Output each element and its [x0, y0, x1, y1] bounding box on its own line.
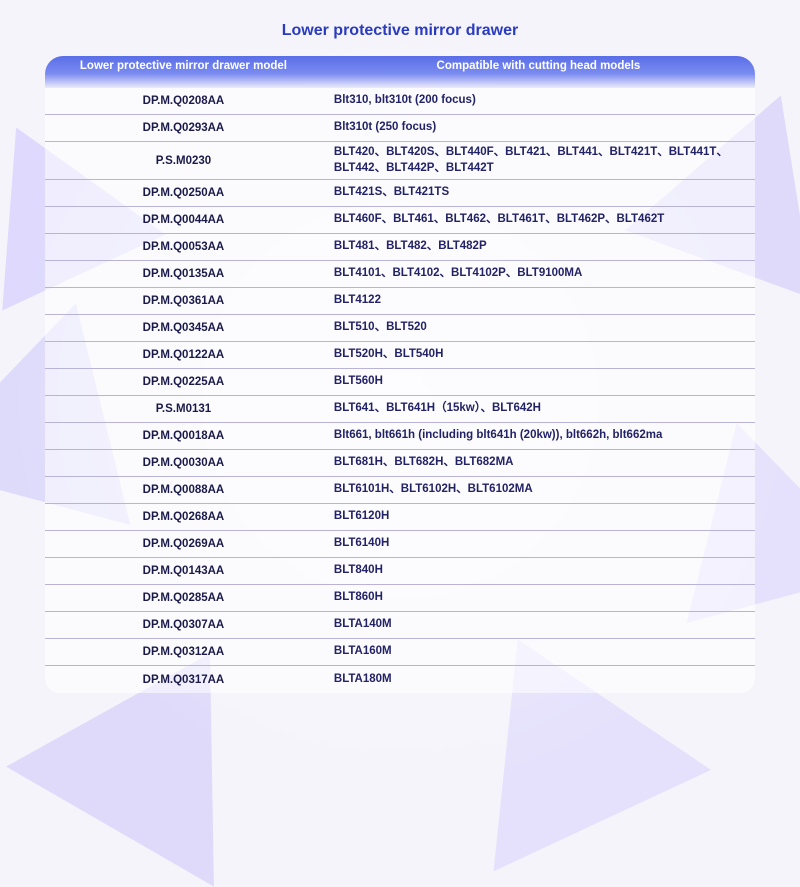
table-row: DP.M.Q0030AABLT681H、BLT682H、BLT682MA	[45, 450, 755, 477]
cell-model: P.S.M0230	[45, 155, 322, 167]
cell-compat: BLT560H	[322, 374, 755, 390]
table-row: DP.M.Q0088AABLT6101H、BLT6102H、BLT6102MA	[45, 477, 755, 504]
cell-model: DP.M.Q0345AA	[45, 322, 322, 334]
cell-model: DP.M.Q0044AA	[45, 214, 322, 226]
table-row: DP.M.Q0268AABLT6120H	[45, 504, 755, 531]
compatibility-table: Lower protective mirror drawer model Com…	[45, 56, 755, 693]
cell-compat: BLT420、BLT420S、BLT440F、BLT421、BLT441、BLT…	[322, 145, 755, 176]
cell-compat: BLT860H	[322, 590, 755, 606]
cell-model: DP.M.Q0208AA	[45, 95, 322, 107]
table-row: DP.M.Q0135AABLT4101、BLT4102、BLT4102P、BLT…	[45, 261, 755, 288]
cell-model: DP.M.Q0293AA	[45, 122, 322, 134]
cell-compat: Blt661, blt661h (including blt641h (20kw…	[322, 428, 755, 444]
cell-model: DP.M.Q0053AA	[45, 241, 322, 253]
cell-model: DP.M.Q0317AA	[45, 674, 322, 686]
table-header: Lower protective mirror drawer model Com…	[45, 56, 755, 88]
cell-compat: BLT840H	[322, 563, 755, 579]
cell-model: DP.M.Q0307AA	[45, 619, 322, 631]
table-row: DP.M.Q0345AABLT510、BLT520	[45, 315, 755, 342]
table-row: DP.M.Q0312AABLTA160M	[45, 639, 755, 666]
table-row: P.S.M0131BLT641、BLT641H（15kw）、BLT642H	[45, 396, 755, 423]
table-row: DP.M.Q0269AABLT6140H	[45, 531, 755, 558]
table-body: DP.M.Q0208AABlt310, blt310t (200 focus)D…	[45, 88, 755, 693]
cell-model: DP.M.Q0268AA	[45, 511, 322, 523]
cell-model: DP.M.Q0225AA	[45, 376, 322, 388]
table-row: DP.M.Q0044AABLT460F、BLT461、BLT462、BLT461…	[45, 207, 755, 234]
table-row: DP.M.Q0250AABLT421S、BLT421TS	[45, 180, 755, 207]
table-row: DP.M.Q0285AABLT860H	[45, 585, 755, 612]
table-row: DP.M.Q0307AABLTA140M	[45, 612, 755, 639]
cell-model: DP.M.Q0269AA	[45, 538, 322, 550]
cell-model: DP.M.Q0030AA	[45, 457, 322, 469]
cell-compat: BLT641、BLT641H（15kw）、BLT642H	[322, 401, 755, 417]
cell-compat: BLT4101、BLT4102、BLT4102P、BLT9100MA	[322, 266, 755, 282]
cell-compat: Blt310, blt310t (200 focus)	[322, 93, 755, 109]
table-row: DP.M.Q0208AABlt310, blt310t (200 focus)	[45, 88, 755, 115]
cell-compat: BLT520H、BLT540H	[322, 347, 755, 363]
table-row: DP.M.Q0018AABlt661, blt661h (including b…	[45, 423, 755, 450]
cell-model: DP.M.Q0285AA	[45, 592, 322, 604]
cell-compat: Blt310t (250 focus)	[322, 120, 755, 136]
table-row: DP.M.Q0317AABLTA180M	[45, 666, 755, 693]
cell-compat: BLT481、BLT482、BLT482P	[322, 239, 755, 255]
cell-compat: BLT6140H	[322, 536, 755, 552]
cell-compat: BLT6101H、BLT6102H、BLT6102MA	[322, 482, 755, 498]
cell-model: DP.M.Q0312AA	[45, 646, 322, 658]
table-row: DP.M.Q0122AABLT520H、BLT540H	[45, 342, 755, 369]
table-row: DP.M.Q0225AABLT560H	[45, 369, 755, 396]
cell-compat: BLTA160M	[322, 644, 755, 660]
table-row: DP.M.Q0293AABlt310t (250 focus)	[45, 115, 755, 142]
cell-compat: BLT6120H	[322, 509, 755, 525]
cell-compat: BLT421S、BLT421TS	[322, 185, 755, 201]
cell-model: DP.M.Q0018AA	[45, 430, 322, 442]
cell-model: DP.M.Q0135AA	[45, 268, 322, 280]
cell-compat: BLT510、BLT520	[322, 320, 755, 336]
cell-compat: BLTA140M	[322, 617, 755, 633]
cell-model: DP.M.Q0250AA	[45, 187, 322, 199]
page-title: Lower protective mirror drawer	[0, 0, 800, 40]
column-header-model: Lower protective mirror drawer model	[45, 60, 322, 72]
table-row: P.S.M0230BLT420、BLT420S、BLT440F、BLT421、B…	[45, 142, 755, 180]
table-row: DP.M.Q0053AABLT481、BLT482、BLT482P	[45, 234, 755, 261]
cell-compat: BLT681H、BLT682H、BLT682MA	[322, 455, 755, 471]
cell-model: DP.M.Q0143AA	[45, 565, 322, 577]
cell-model: DP.M.Q0088AA	[45, 484, 322, 496]
column-header-compat: Compatible with cutting head models	[322, 60, 755, 72]
cell-compat: BLT460F、BLT461、BLT462、BLT461T、BLT462P、BL…	[322, 212, 755, 228]
cell-model: P.S.M0131	[45, 403, 322, 415]
cell-model: DP.M.Q0122AA	[45, 349, 322, 361]
cell-model: DP.M.Q0361AA	[45, 295, 322, 307]
cell-compat: BLT4122	[322, 293, 755, 309]
table-row: DP.M.Q0143AABLT840H	[45, 558, 755, 585]
table-row: DP.M.Q0361AABLT4122	[45, 288, 755, 315]
cell-compat: BLTA180M	[322, 672, 755, 688]
